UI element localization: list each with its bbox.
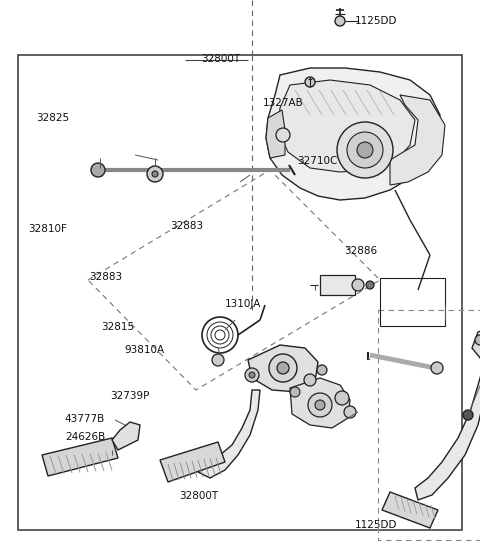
Text: 32825: 32825 (36, 113, 69, 123)
Text: 32739P: 32739P (110, 391, 150, 401)
Circle shape (91, 163, 105, 177)
Polygon shape (472, 322, 480, 370)
Text: 1310JA: 1310JA (225, 299, 261, 308)
Text: 43777B: 43777B (65, 414, 105, 424)
Circle shape (245, 368, 259, 382)
Circle shape (366, 281, 374, 289)
Bar (380, 278, 445, 326)
Text: 32886: 32886 (345, 246, 378, 256)
Circle shape (344, 406, 356, 418)
Circle shape (315, 400, 325, 410)
Text: 93810A: 93810A (125, 345, 165, 355)
Polygon shape (390, 95, 445, 185)
Polygon shape (112, 422, 140, 450)
Circle shape (337, 122, 393, 178)
Text: 32800T: 32800T (179, 491, 218, 501)
Circle shape (212, 354, 224, 366)
Text: 32815: 32815 (101, 322, 134, 331)
Polygon shape (160, 442, 225, 482)
Circle shape (269, 354, 297, 382)
Circle shape (347, 132, 383, 168)
Polygon shape (266, 110, 285, 158)
Circle shape (335, 391, 349, 405)
Text: 32883: 32883 (170, 221, 204, 231)
Text: 24626B: 24626B (65, 432, 105, 442)
Polygon shape (382, 492, 438, 528)
Circle shape (352, 279, 364, 291)
Text: 1125DD: 1125DD (355, 520, 398, 530)
Text: 32800T: 32800T (201, 54, 240, 64)
Polygon shape (290, 378, 350, 428)
Circle shape (431, 362, 443, 374)
Circle shape (152, 171, 158, 177)
Polygon shape (42, 438, 118, 476)
Polygon shape (248, 345, 318, 392)
Circle shape (304, 374, 316, 386)
Polygon shape (415, 368, 480, 500)
Polygon shape (278, 80, 415, 172)
Circle shape (147, 166, 163, 182)
Circle shape (249, 372, 255, 378)
Bar (18, 55, 462, 530)
Text: 32810F: 32810F (28, 224, 67, 234)
Text: 1125DD: 1125DD (355, 16, 397, 26)
Text: 1327AB: 1327AB (263, 98, 304, 108)
Circle shape (277, 362, 289, 374)
Polygon shape (266, 68, 440, 200)
Circle shape (308, 393, 332, 417)
Circle shape (335, 16, 345, 26)
Circle shape (290, 387, 300, 397)
Polygon shape (198, 390, 260, 478)
Circle shape (463, 410, 473, 420)
Polygon shape (320, 275, 355, 295)
Circle shape (357, 142, 373, 158)
Circle shape (276, 128, 290, 142)
Circle shape (475, 335, 480, 345)
Text: 32883: 32883 (89, 272, 122, 282)
Circle shape (305, 77, 315, 87)
Circle shape (317, 365, 327, 375)
Text: 32710C: 32710C (298, 156, 338, 165)
